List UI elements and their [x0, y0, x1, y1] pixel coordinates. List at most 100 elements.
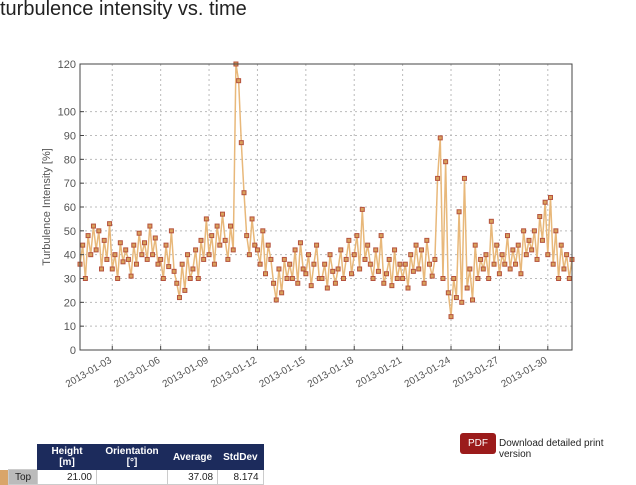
data-point: [550, 261, 556, 267]
x-tick-label: 2013-01-03: [64, 355, 114, 390]
data-point: [217, 242, 223, 248]
data-point: [136, 230, 142, 236]
data-point: [354, 233, 360, 239]
data-point: [338, 247, 344, 253]
data-point: [413, 242, 419, 248]
cell-average: 37.08: [166, 469, 219, 485]
data-point: [158, 256, 164, 262]
data-point: [424, 237, 430, 243]
data-point: [464, 285, 470, 291]
data-point: [101, 237, 107, 243]
y-tick-label: 50: [64, 226, 76, 238]
col-average: Average: [166, 444, 219, 470]
data-point: [268, 256, 274, 262]
table-header-row: Height [m] Orientation [°] Average StdDe…: [0, 444, 264, 470]
data-point: [504, 233, 510, 239]
data-point: [478, 256, 484, 262]
data-point: [349, 271, 355, 277]
data-point: [284, 276, 290, 281]
data-point: [254, 247, 260, 253]
series-color-swatch: [0, 469, 9, 485]
data-point: [494, 242, 500, 248]
data-point: [510, 247, 516, 253]
data-point: [265, 242, 271, 248]
x-axis: 2013-01-032013-01-062013-01-092013-01-12…: [64, 346, 550, 390]
data-point: [182, 287, 188, 293]
data-point: [373, 247, 379, 253]
page-title: turbulence intensity vs. time: [0, 0, 247, 20]
data-point: [244, 233, 250, 239]
data-point: [556, 276, 562, 281]
x-tick-label: 2013-01-27: [451, 355, 501, 390]
data-point: [115, 276, 121, 281]
data-point: [263, 271, 269, 277]
x-tick-label: 2013-01-30: [500, 355, 550, 390]
y-tick-label: 10: [64, 321, 76, 333]
data-point: [367, 261, 373, 267]
data-point: [238, 140, 244, 146]
data-point: [488, 218, 494, 224]
data-point: [112, 252, 118, 258]
data-point: [521, 228, 527, 234]
data-point: [432, 256, 438, 262]
data-point: [90, 223, 96, 229]
data-point: [480, 266, 486, 272]
data-point: [85, 233, 91, 239]
data-point: [383, 271, 389, 277]
data-point: [529, 247, 535, 253]
cell-height: 21.00: [37, 469, 97, 485]
data-point: [88, 252, 94, 258]
data-point: [362, 256, 368, 262]
data-point: [96, 228, 102, 234]
col-height: Height [m]: [37, 444, 97, 470]
row-label: Top: [8, 469, 38, 485]
data-point: [327, 252, 333, 258]
data-point: [131, 242, 137, 248]
pdf-button[interactable]: PDF: [460, 433, 496, 454]
x-tick-label: 2013-01-15: [258, 355, 308, 390]
data-point: [483, 252, 489, 258]
data-point: [386, 256, 392, 262]
data-point: [308, 283, 314, 289]
data-point: [193, 247, 199, 253]
data-point: [523, 252, 529, 258]
data-point: [332, 280, 338, 286]
y-tick-label: 20: [64, 297, 76, 309]
data-point: [499, 252, 505, 258]
data-point: [340, 276, 346, 281]
data-point: [142, 240, 148, 246]
data-point: [502, 261, 508, 267]
data-point: [107, 221, 113, 227]
cell-orientation: [96, 469, 168, 485]
y-tick-label: 120: [58, 59, 76, 71]
data-point: [152, 235, 158, 241]
data-point: [486, 276, 492, 281]
data-point: [451, 276, 457, 281]
data-point: [408, 252, 414, 258]
data-point: [311, 261, 317, 267]
download-print-link[interactable]: Download detailed print version: [499, 438, 604, 460]
data-point: [324, 285, 330, 291]
data-point: [222, 237, 228, 243]
data-point: [322, 261, 328, 267]
y-tick-label: 70: [64, 178, 76, 190]
data-point: [104, 256, 110, 262]
data-point: [147, 223, 153, 229]
data-point: [203, 216, 209, 222]
table-row: Top 21.00 37.08 8.174: [0, 469, 264, 485]
data-point: [117, 240, 123, 246]
data-point: [292, 247, 298, 253]
data-point: [507, 266, 513, 272]
data-point: [537, 214, 543, 220]
y-tick-label: 80: [64, 154, 76, 166]
data-point: [260, 228, 266, 234]
data-point: [198, 237, 204, 243]
data-point: [306, 252, 312, 258]
data-point: [558, 242, 564, 248]
data-point: [526, 237, 532, 243]
data-point: [402, 261, 408, 267]
data-point: [168, 228, 174, 234]
data-point: [144, 256, 150, 262]
col-orientation: Orientation [°]: [96, 444, 168, 470]
data-point: [187, 276, 193, 281]
